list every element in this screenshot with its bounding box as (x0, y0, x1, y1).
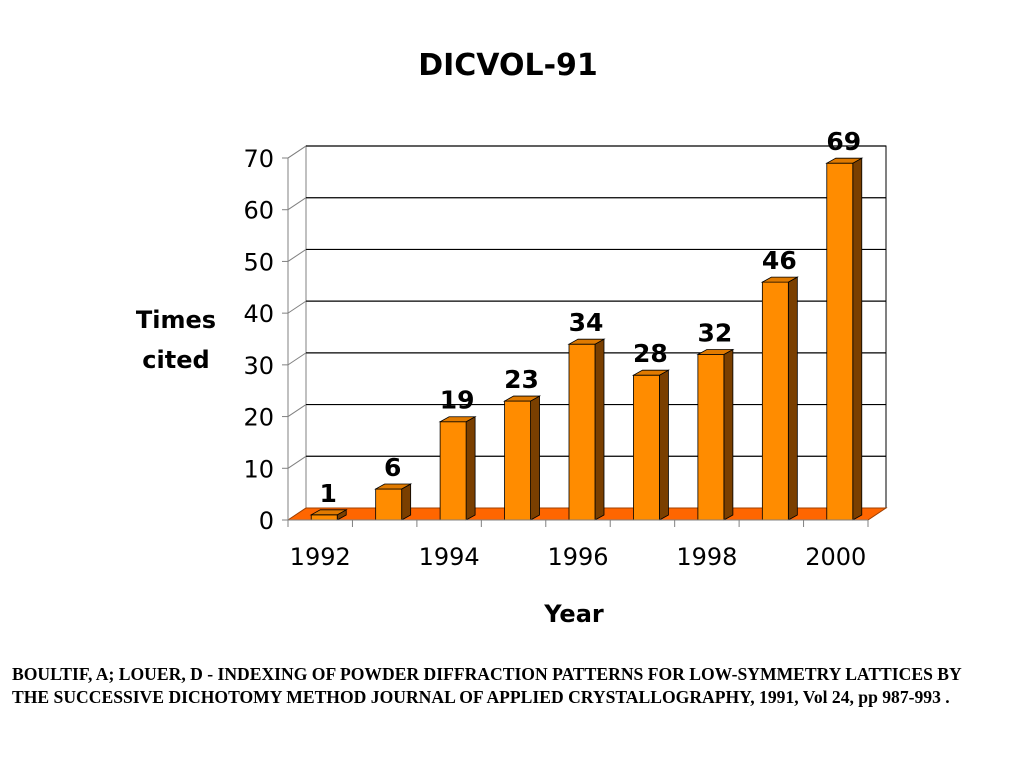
bar-front (375, 488, 403, 521)
citation-text: BOULTIF, A; LOUER, D - INDEXING OF POWDE… (12, 664, 962, 707)
bar-front (826, 162, 854, 521)
chart-title: DICVOL-91 (418, 48, 598, 83)
bar-side (530, 395, 540, 521)
bar-top (309, 509, 348, 516)
value-label: 1 (320, 479, 337, 508)
value-label: 34 (569, 308, 604, 337)
y-axis-ticks: 0 10 20 30 40 50 60 70 (243, 145, 289, 535)
x-axis-ticks: 1992 1994 1996 1998 2000 (287, 519, 869, 571)
bar-top (760, 276, 799, 283)
y-axis-label-line2: cited (142, 346, 209, 374)
bar (760, 276, 799, 521)
bar (374, 483, 413, 521)
value-label: 28 (633, 339, 668, 368)
y-tick-label: 20 (243, 404, 274, 432)
bar (825, 157, 864, 521)
value-label: 69 (826, 127, 861, 156)
x-tick-label: 1996 (547, 543, 608, 571)
y-tick-label: 10 (243, 455, 274, 483)
bar-front (439, 421, 467, 521)
bar-top (825, 157, 864, 164)
value-label: 6 (384, 453, 401, 482)
bars (309, 157, 864, 521)
bar-side (401, 483, 412, 521)
bar-side (723, 348, 734, 521)
gridline-side (287, 404, 307, 417)
bar-front (697, 354, 725, 521)
left-wall (287, 145, 307, 521)
bar-side (465, 416, 476, 521)
bar-top (374, 483, 413, 490)
value-label: 46 (762, 246, 797, 275)
bar-top (696, 349, 735, 355)
bar-front (310, 514, 338, 521)
bar (503, 395, 542, 521)
gridline-side (287, 197, 307, 211)
y-tick-label: 0 (259, 507, 274, 535)
gridline-side (287, 455, 307, 469)
bar-top (631, 369, 670, 376)
value-label: 32 (697, 319, 732, 348)
y-tick-label: 70 (243, 145, 274, 173)
gridline-side (287, 145, 307, 159)
y-tick-label: 30 (243, 352, 274, 380)
value-labels: 1 6 19 23 34 28 32 46 69 (320, 127, 862, 508)
gridline-side (287, 300, 307, 314)
x-axis-label: Year (543, 600, 604, 628)
bar-side (659, 369, 669, 521)
bar-front (633, 374, 660, 521)
bar-front (761, 281, 789, 521)
x-tick-label: 1994 (419, 543, 480, 571)
y-tick-label: 40 (243, 300, 274, 328)
bar (567, 338, 606, 521)
bar (631, 369, 670, 521)
bar-top (567, 338, 606, 345)
value-label: 19 (440, 386, 475, 415)
y-tick-label: 50 (243, 248, 274, 276)
y-axis-label-line1: Times (136, 306, 216, 334)
bar-side (852, 157, 863, 521)
bar-side (594, 338, 605, 521)
y-tick-label: 60 (243, 197, 274, 225)
bar (438, 416, 477, 521)
bar-top (438, 416, 477, 423)
bar (309, 509, 348, 521)
chart: DICVOL-91 0 10 20 30 40 50 60 70 1 6 19 23 34 28 32 46… (136, 48, 888, 628)
x-tick-label: 2000 (805, 543, 866, 571)
bar (696, 348, 735, 521)
gridline-side (287, 249, 307, 262)
bar-front (504, 400, 531, 521)
bar-side (787, 276, 798, 521)
x-tick-label: 1992 (290, 543, 351, 571)
bar-top (503, 395, 542, 402)
x-tick-label: 1998 (676, 543, 737, 571)
value-label: 23 (504, 365, 539, 394)
gridline-side (287, 352, 307, 366)
bar-front (568, 343, 596, 521)
